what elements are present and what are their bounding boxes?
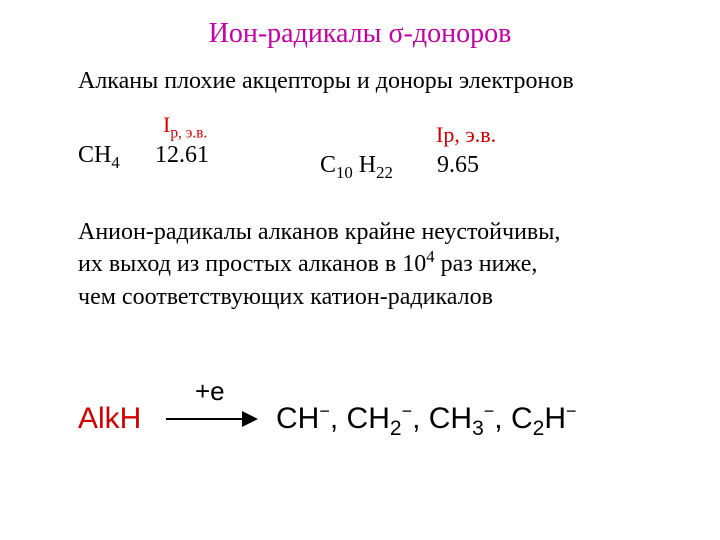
arrow-label-plus-e: +e bbox=[195, 376, 225, 407]
product-separator: , bbox=[330, 402, 347, 435]
slide: Ион-радикалы σ-доноров Алканы плохие акц… bbox=[0, 0, 720, 540]
product-item: CH2− bbox=[347, 402, 413, 435]
value-ch4: 12.61 bbox=[155, 142, 209, 169]
slide-title: Ион-радикалы σ-доноров bbox=[0, 18, 720, 50]
formula-c10h22-c: C bbox=[320, 152, 336, 178]
reaction-arrow-icon bbox=[164, 404, 260, 434]
para-line3: чем соответствующих катион-радикалов bbox=[78, 284, 493, 310]
formula-c10h22-h: H bbox=[353, 152, 376, 178]
intro-line: Алканы плохие акцепторы и доноры электро… bbox=[78, 68, 574, 95]
para-line2b: раз ниже, bbox=[435, 251, 538, 277]
product-item: CH− bbox=[276, 402, 330, 435]
value-c10h22: 9.65 bbox=[437, 152, 479, 179]
ip-label-left-sub: p, э.в. bbox=[170, 124, 207, 141]
product-separator: , bbox=[412, 402, 429, 435]
anion-paragraph: Анион-радикалы алканов крайне неустойчив… bbox=[78, 216, 658, 313]
formula-ch4: CH4 bbox=[78, 142, 120, 169]
reaction-products: CH−, CH2−, CH3−, C2H− bbox=[276, 402, 577, 436]
product-item: C2H− bbox=[511, 402, 577, 435]
formula-c10h22-hsub: 22 bbox=[376, 163, 393, 182]
formula-ch4-base: CH bbox=[78, 142, 111, 168]
para-line2-sup: 4 bbox=[426, 247, 434, 266]
product-item: CH3− bbox=[429, 402, 495, 435]
para-line2a: их выход из простых алканов в 10 bbox=[78, 251, 426, 277]
formula-c10h22-csub: 10 bbox=[336, 163, 353, 182]
para-line1: Анион-радикалы алканов крайне неустойчив… bbox=[78, 219, 560, 245]
reaction-row: AlkH +e CH−, CH2−, CH3−, C2H− bbox=[78, 390, 678, 450]
product-separator: , bbox=[494, 402, 511, 435]
reactant-alkh: AlkH bbox=[78, 402, 141, 436]
ip-label-right: Ip, э.в. bbox=[436, 122, 496, 148]
formula-ch4-sub: 4 bbox=[111, 153, 119, 172]
ip-label-left: Ip, э.в. bbox=[163, 112, 207, 138]
formula-c10h22: C10 H22 bbox=[320, 152, 393, 179]
